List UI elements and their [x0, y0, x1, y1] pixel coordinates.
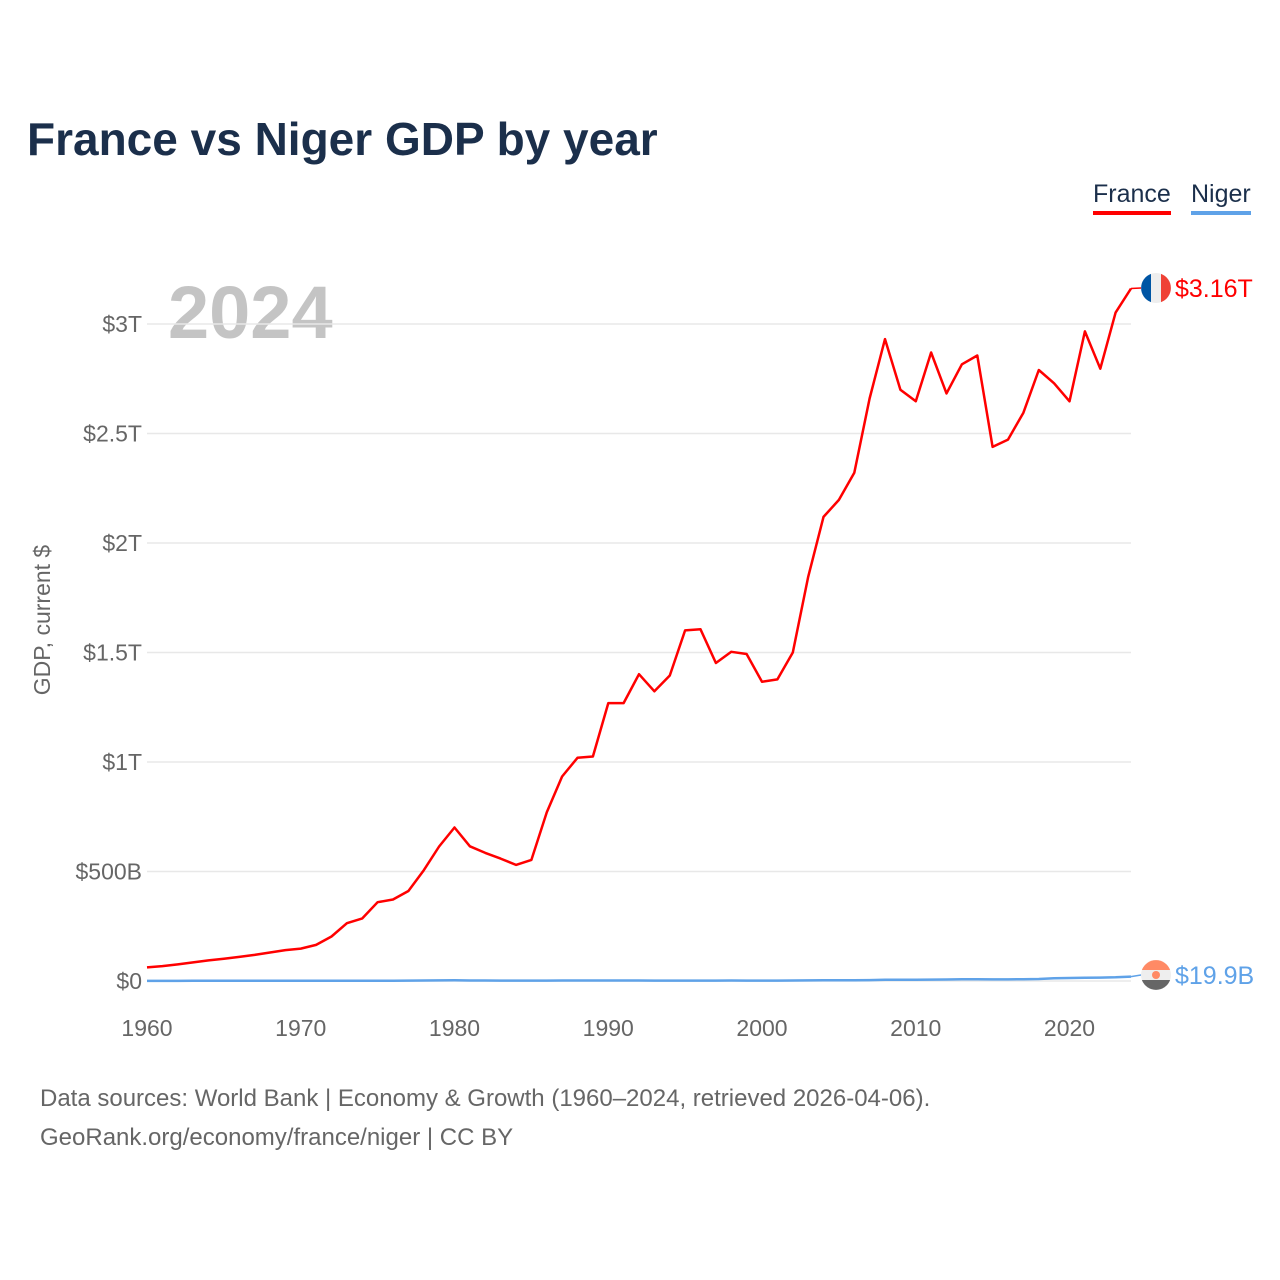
- flag-green-band: [1141, 980, 1171, 990]
- end-connector: [1130, 974, 1142, 978]
- flag-sun: [1152, 971, 1160, 979]
- year-watermark: 2024: [168, 271, 333, 354]
- source-line: Data sources: World Bank | Economy & Gro…: [40, 1085, 931, 1112]
- y-axis-label: GDP, current $: [29, 545, 55, 696]
- legend-niger[interactable]: Niger: [1191, 180, 1251, 215]
- x-tick-label: 1960: [121, 1015, 172, 1041]
- x-tick-label: 2020: [1044, 1015, 1095, 1041]
- y-tick-label: $1.5T: [83, 640, 142, 666]
- end-connector: [1130, 287, 1142, 290]
- x-tick-label: 1970: [275, 1015, 326, 1041]
- chart-title: France vs Niger GDP by year: [27, 113, 658, 165]
- y-tick-label: $2T: [102, 530, 142, 556]
- end-value-label: $3.16T: [1175, 275, 1253, 303]
- x-tick-label: 1990: [583, 1015, 634, 1041]
- attribution-line: GeoRank.org/economy/france/niger | CC BY: [40, 1124, 514, 1151]
- flag-orange-band: [1141, 960, 1171, 970]
- y-tick-label: $3T: [102, 311, 142, 337]
- x-tick-label: 2000: [736, 1015, 787, 1041]
- series-line-niger: [147, 975, 1132, 983]
- legend-france[interactable]: France: [1093, 180, 1171, 215]
- series-line-france: [146, 287, 1133, 969]
- x-tick-label: 2010: [890, 1015, 941, 1041]
- flag-blue-band: [1141, 273, 1151, 303]
- y-tick-label: $0: [116, 968, 142, 994]
- y-tick-label: $1T: [102, 749, 142, 775]
- y-tick-label: $2.5T: [83, 421, 142, 447]
- y-tick-label: $500B: [75, 859, 142, 885]
- flag-red-band: [1161, 273, 1171, 303]
- end-value-label: $19.9B: [1175, 962, 1254, 990]
- x-tick-label: 1980: [429, 1015, 480, 1041]
